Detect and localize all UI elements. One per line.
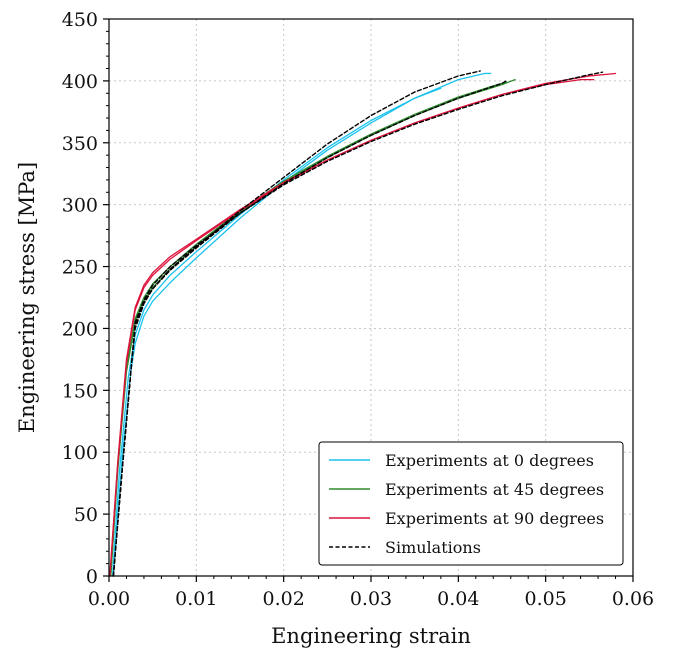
legend-label-90-degrees: Experiments at 90 degrees <box>385 509 604 528</box>
y-tick-label: 400 <box>62 71 98 93</box>
series-line-experiments-at-0-degrees <box>112 72 492 577</box>
series-line-simulations <box>112 71 604 577</box>
x-tick-label: 0.01 <box>175 588 217 610</box>
y-tick-label: 50 <box>74 504 98 526</box>
series-line-simulations <box>112 70 481 577</box>
x-tick-label: 0.05 <box>525 588 567 610</box>
x-tick-label: 0.02 <box>263 588 305 610</box>
axis-ticks <box>103 18 634 582</box>
legend: Experiments at 0 degrees Experiments at … <box>318 441 624 566</box>
y-tick-label: 250 <box>62 257 98 279</box>
x-tick-label: 0.06 <box>612 588 654 610</box>
series-line-experiments-at-90-degrees <box>109 79 595 577</box>
legend-label-45-degrees: Experiments at 45 degrees <box>385 480 604 499</box>
y-tick-label: 100 <box>62 442 98 464</box>
series-layer <box>109 70 617 577</box>
x-tick-label: 0.04 <box>437 588 479 610</box>
y-tick-label: 150 <box>62 380 98 402</box>
x-tick-label: 0.00 <box>88 588 130 610</box>
series-line-experiments-at-0-degrees <box>111 87 442 577</box>
legend-box <box>318 441 624 566</box>
y-tick-label: 450 <box>62 9 98 31</box>
y-tick-label: 0 <box>86 566 98 588</box>
y-tick-label: 350 <box>62 133 98 155</box>
y-tick-label: 300 <box>62 195 98 217</box>
axis-tick-labels: 0.00 0.01 0.02 0.03 0.04 0.05 0.06 0 50 100 150 200… <box>62 9 654 610</box>
x-axis-label: Engineering strain <box>271 624 471 648</box>
series-line-experiments-at-45-degrees <box>110 81 508 577</box>
x-tick-label: 0.03 <box>350 588 392 610</box>
y-tick-label: 200 <box>62 318 98 340</box>
y-axis-label: Engineering stress [MPa] <box>15 162 39 433</box>
legend-label-simulations: Simulations <box>385 538 481 557</box>
legend-label-0-degrees: Experiments at 0 degrees <box>385 451 594 470</box>
